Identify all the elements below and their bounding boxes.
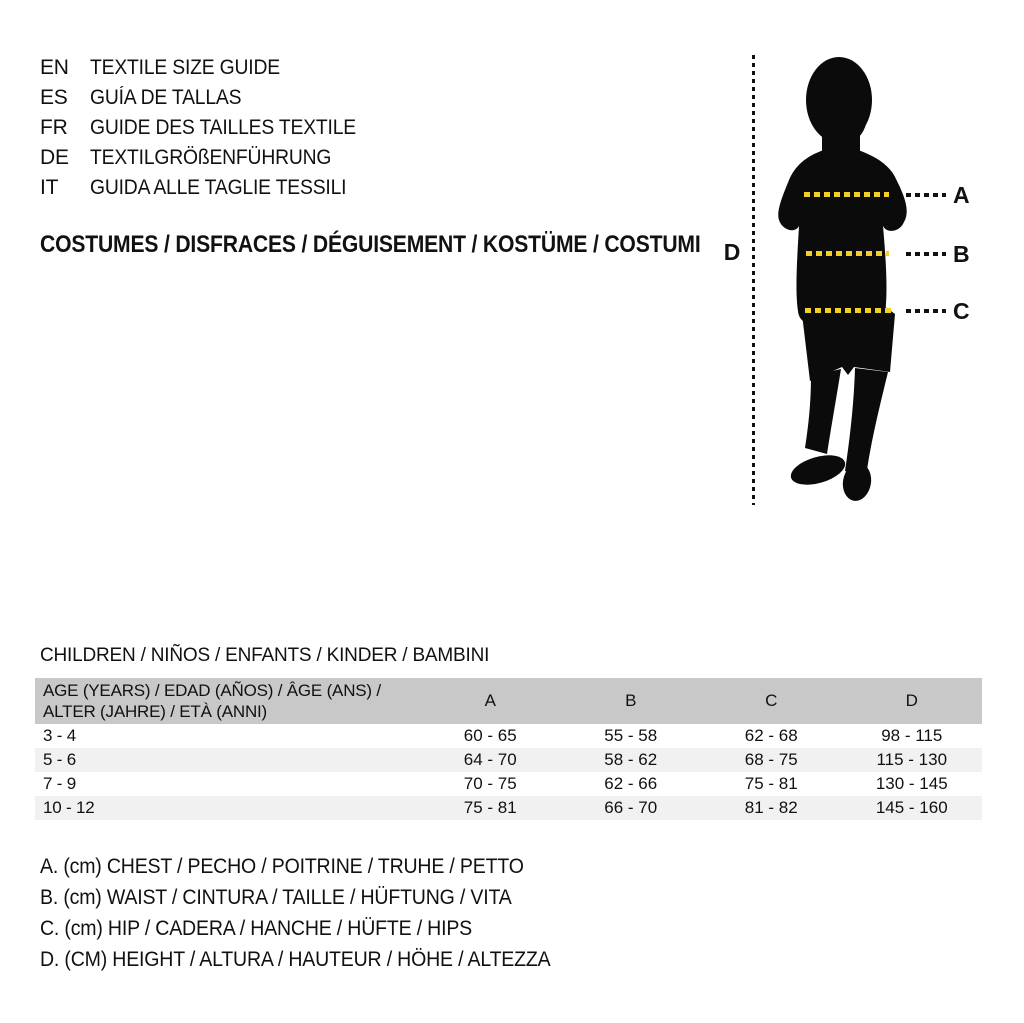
lang-code: FR: [40, 116, 68, 139]
measurement-legend: A. (cm) CHEST / PECHO / POITRINE / TRUHE…: [40, 851, 589, 975]
lang-row-it: IT GUIDA ALLE TAGLIE TESSILI: [40, 173, 379, 203]
table-row: 10 - 12 75 - 81 66 - 70 81 - 82 145 - 16…: [35, 796, 982, 820]
chest-cell: 75 - 81: [463, 798, 517, 817]
hip-pointer-line: [906, 309, 946, 313]
age-header-cell: AGE (YEARS) / EDAD (AÑOS) / ÂGE (ANS) / …: [35, 680, 420, 722]
label-d: D: [723, 239, 741, 265]
waist-measure-line: [806, 251, 889, 256]
lang-code: IT: [40, 176, 59, 199]
lang-row-de: DE TEXTILGRÖßENFÜHRUNG: [40, 143, 379, 173]
lang-code: DE: [40, 146, 69, 169]
age-cell: 7 - 9: [43, 774, 77, 793]
language-title-list: EN TEXTILE SIZE GUIDE ES GUÍA DE TALLAS FR…: [40, 53, 379, 203]
column-header-c: C: [765, 691, 778, 710]
table-row: 5 - 6 64 - 70 58 - 62 68 - 75 115 - 130: [35, 748, 982, 772]
age-cell: 10 - 12: [43, 798, 95, 817]
hip-measure-line: [805, 308, 891, 313]
lang-title: TEXTILE SIZE GUIDE: [90, 56, 280, 79]
lang-row-en: EN TEXTILE SIZE GUIDE: [40, 53, 379, 83]
table-row: 3 - 4 60 - 65 55 - 58 62 - 68 98 - 115: [35, 724, 982, 748]
waist-pointer-line: [906, 252, 946, 256]
age-header-line2: ALTER (JAHRE) / ETÀ (ANNI): [43, 702, 268, 721]
silhouette-right-leg: [845, 368, 888, 478]
hip-cell: 81 - 82: [744, 798, 798, 817]
age-cell: 5 - 6: [43, 750, 77, 769]
label-a: A: [953, 182, 970, 208]
label-b: B: [953, 241, 970, 267]
hip-cell: 75 - 81: [744, 774, 798, 793]
waist-cell: 58 - 62: [604, 750, 658, 769]
legend-chest: A. (cm) CHEST / PECHO / POITRINE / TRUHE…: [40, 855, 524, 878]
silhouette-left-leg: [805, 369, 841, 454]
chest-pointer-line: [906, 193, 946, 197]
silhouette-right-foot: [842, 463, 872, 501]
silhouette-torso: [778, 150, 907, 325]
lang-row-fr: FR GUIDE DES TAILLES TEXTILE: [40, 113, 379, 143]
height-measure-dashed-line: [752, 55, 755, 505]
legend-waist: B. (cm) WAIST / CINTURA / TAILLE / HÜFTU…: [40, 886, 512, 909]
lang-row-es: ES GUÍA DE TALLAS: [40, 83, 379, 113]
height-cell: 130 - 145: [875, 774, 948, 793]
size-table: AGE (YEARS) / EDAD (AÑOS) / ÂGE (ANS) / …: [35, 678, 982, 820]
table-row: 7 - 9 70 - 75 62 - 66 75 - 81 130 - 145: [35, 772, 982, 796]
height-cell: 145 - 160: [875, 798, 948, 817]
age-header-line1: AGE (YEARS) / EDAD (AÑOS) / ÂGE (ANS) /: [43, 681, 381, 700]
lang-title: TEXTILGRÖßENFÜHRUNG: [90, 146, 332, 169]
lang-title: GUÍA DE TALLAS: [90, 86, 242, 109]
table-header-row: AGE (YEARS) / EDAD (AÑOS) / ÂGE (ANS) / …: [35, 678, 982, 724]
chest-cell: 70 - 75: [463, 774, 517, 793]
label-c: C: [953, 298, 970, 324]
chest-measure-line: [804, 192, 889, 197]
legend-height: D. (CM) HEIGHT / ALTURA / HAUTEUR / HÖHE…: [40, 948, 551, 971]
waist-cell: 66 - 70: [604, 798, 658, 817]
column-header-a: A: [484, 691, 496, 710]
lang-code: EN: [40, 56, 69, 79]
hip-cell: 62 - 68: [744, 726, 798, 745]
lang-code: ES: [40, 86, 68, 109]
waist-cell: 55 - 58: [604, 726, 658, 745]
column-header-d: D: [905, 691, 918, 710]
lang-title: GUIDA ALLE TAGLIE TESSILI: [90, 176, 347, 199]
chest-cell: 60 - 65: [463, 726, 517, 745]
age-cell: 3 - 4: [43, 726, 77, 745]
height-cell: 98 - 115: [881, 726, 943, 745]
height-cell: 115 - 130: [876, 750, 948, 769]
category-heading: COSTUMES / DISFRACES / DÉGUISEMENT / KOS…: [40, 231, 701, 258]
legend-hip: C. (cm) HIP / CADERA / HANCHE / HÜFTE / …: [40, 917, 473, 940]
table-title: CHILDREN / NIÑOS / ENFANTS / KINDER / BA…: [40, 645, 490, 666]
silhouette-left-foot: [790, 455, 846, 485]
waist-cell: 62 - 66: [604, 774, 658, 793]
chest-cell: 64 - 70: [463, 750, 517, 769]
lang-title: GUIDE DES TAILLES TEXTILE: [90, 116, 356, 139]
child-silhouette: [778, 57, 907, 501]
hip-cell: 68 - 75: [744, 750, 798, 769]
silhouette-shorts: [802, 303, 895, 381]
column-header-b: B: [625, 691, 637, 710]
